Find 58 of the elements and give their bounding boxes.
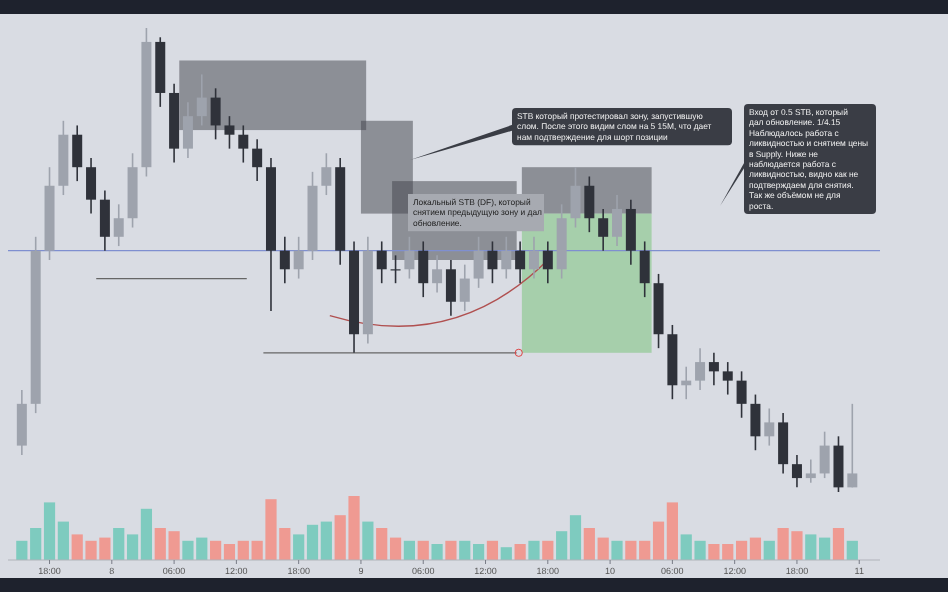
candlestick bbox=[376, 240, 387, 284]
candlestick bbox=[695, 347, 706, 391]
bar bbox=[362, 521, 374, 560]
candlestick bbox=[473, 236, 484, 289]
candlestick bbox=[778, 412, 789, 475]
candlestick bbox=[252, 138, 263, 182]
candlestick bbox=[99, 189, 110, 252]
candlestick bbox=[847, 403, 858, 489]
candlestick bbox=[445, 259, 456, 317]
candlestick bbox=[238, 124, 249, 164]
bar bbox=[500, 547, 512, 560]
candlestick bbox=[418, 240, 429, 298]
candlestick bbox=[224, 115, 235, 150]
candlestick bbox=[432, 254, 443, 294]
candlestick bbox=[86, 157, 97, 215]
bar bbox=[846, 540, 858, 560]
candlestick bbox=[487, 240, 498, 284]
bar bbox=[611, 540, 623, 560]
candlestick bbox=[515, 240, 526, 284]
candlestick bbox=[459, 263, 470, 312]
candlestick bbox=[805, 458, 816, 484]
candlestick bbox=[833, 435, 844, 493]
candlestick bbox=[584, 175, 595, 233]
candlestick bbox=[791, 454, 802, 489]
candlestick bbox=[182, 101, 193, 159]
candlestick bbox=[750, 393, 761, 452]
bar bbox=[417, 540, 429, 560]
candlestick bbox=[196, 73, 207, 127]
bar bbox=[445, 540, 457, 560]
bar bbox=[528, 540, 540, 560]
candlestick bbox=[72, 124, 83, 182]
candlestick bbox=[293, 236, 304, 280]
candlestick bbox=[708, 352, 719, 387]
candlestick bbox=[722, 361, 733, 396]
candlestick bbox=[598, 208, 609, 252]
candlestick bbox=[625, 198, 636, 266]
candlestick bbox=[764, 407, 775, 447]
candlestick bbox=[639, 240, 650, 298]
candlestick bbox=[279, 236, 290, 284]
bar bbox=[486, 540, 499, 560]
bar bbox=[832, 528, 845, 560]
candlestick bbox=[570, 166, 581, 229]
bar bbox=[403, 540, 415, 560]
candlestick bbox=[16, 389, 27, 456]
candlestick bbox=[321, 152, 332, 196]
candlestick bbox=[736, 370, 747, 419]
candlestick bbox=[819, 430, 830, 479]
bar bbox=[763, 540, 775, 560]
candlestick bbox=[404, 236, 415, 280]
candlestick bbox=[501, 236, 512, 280]
candlestick bbox=[113, 203, 124, 247]
candlestick bbox=[210, 87, 221, 141]
candlestick bbox=[542, 240, 553, 284]
candlestick bbox=[528, 236, 539, 280]
candlestick bbox=[612, 194, 623, 247]
bar bbox=[514, 544, 526, 560]
bar bbox=[542, 540, 554, 560]
bar bbox=[431, 544, 443, 560]
